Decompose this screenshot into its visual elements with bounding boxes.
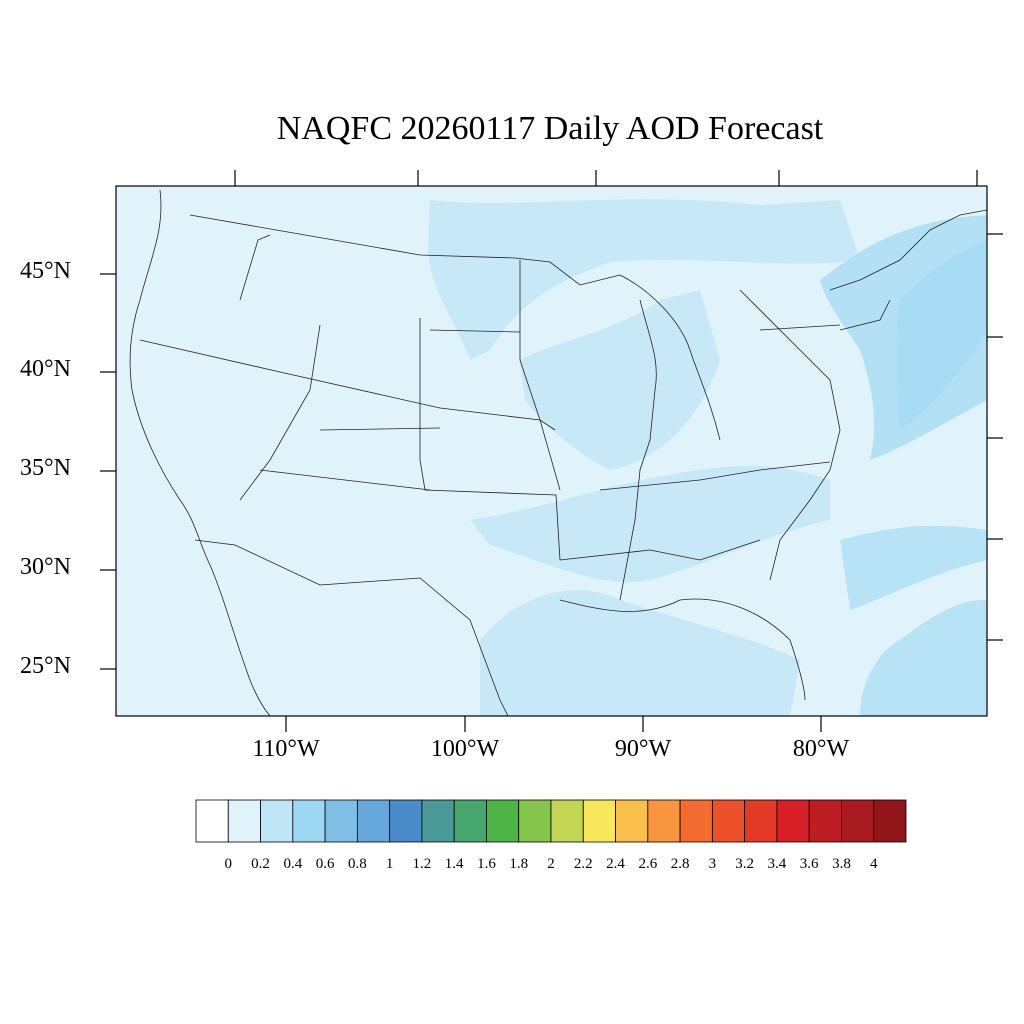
colorbar-swatch-1 (227, 799, 261, 843)
colorbar-swatch-2 (260, 799, 294, 843)
colorbar-label-18: 3.6 (799, 856, 819, 872)
map-title: NAQFC 20260117 Daily AOD Forecast (276, 110, 824, 147)
tick-marks (100, 170, 1003, 732)
lat-label-30: 30°N (20, 554, 71, 580)
coastline-and-borders (129, 189, 987, 716)
colorbar-label-0: 0 (224, 856, 233, 872)
lat-label-45: 45°N (20, 258, 71, 284)
colorbar-label-4: 0.8 (347, 856, 367, 872)
colorbar-label-8: 1.6 (477, 856, 496, 872)
aod-band-northern-plains (428, 199, 860, 360)
colorbar-label-19: 3.8 (832, 856, 851, 872)
aod-band-midwest (520, 290, 720, 470)
colorbar-swatch-11 (550, 799, 584, 843)
colorbar-label-16: 3.2 (735, 856, 754, 872)
colorbar-swatch-0 (195, 799, 229, 843)
colorbar-swatch-13 (615, 799, 649, 843)
colorbar-label-12: 2.4 (606, 856, 625, 872)
colorbar-swatch-19 (808, 799, 842, 843)
lat-label-40: 40°N (20, 356, 71, 382)
colorbar-swatch-3 (292, 799, 326, 843)
colorbar-label-1: 0.2 (251, 856, 270, 872)
colorbar-label-9: 1.8 (509, 856, 529, 872)
colorbar-swatch-4 (324, 799, 358, 843)
colorbar-label-10: 2 (547, 856, 555, 872)
aod-band-gulf (480, 590, 800, 716)
lat-label-25: 25°N (20, 653, 71, 679)
colorbar-swatch-10 (518, 799, 552, 843)
aod-band-east-coast (896, 240, 987, 430)
aod-band-atlantic (840, 525, 987, 716)
colorbar-swatch-16 (711, 799, 746, 843)
colorbar-swatch-15 (679, 799, 713, 843)
lon-label-100w: 100°W (430, 736, 500, 762)
colorbar-label-7: 1.4 (444, 856, 464, 872)
colorbar-swatch-9 (486, 799, 520, 843)
colorbar-swatch-17 (744, 799, 778, 843)
colorbar-label-17: 3.4 (767, 856, 787, 872)
colorbar-label-14: 2.8 (670, 856, 690, 872)
colorbar-label-5: 1 (385, 856, 394, 872)
colorbar-swatch-12 (582, 799, 616, 843)
colorbar-swatch-21 (873, 799, 907, 843)
colorbar-label-6: 1.2 (412, 856, 432, 872)
colorbar (195, 799, 907, 843)
colorbar-swatch-18 (776, 799, 810, 843)
colorbar-swatch-6 (389, 799, 423, 843)
aod-band-southeast (470, 465, 830, 582)
colorbar-label-11: 2.2 (573, 856, 593, 872)
lon-label-80w: 80°W (792, 736, 850, 762)
colorbar-swatch-8 (453, 799, 487, 843)
colorbar-swatch-20 (841, 799, 875, 843)
colorbar-swatch-5 (356, 799, 391, 843)
lat-label-35: 35°N (20, 455, 71, 481)
colorbar-label-20: 4 (869, 856, 878, 872)
colorbar-swatch-14 (647, 799, 681, 843)
colorbar-label-13: 2.6 (638, 856, 658, 872)
colorbar-label-15: 3 (708, 856, 717, 872)
lon-label-110w: 110°W (252, 736, 320, 762)
lon-label-90w: 90°W (614, 736, 672, 762)
colorbar-swatch-7 (421, 799, 455, 843)
colorbar-label-2: 0.4 (283, 856, 303, 872)
map-frame (115, 185, 988, 717)
colorbar-label-3: 0.6 (315, 856, 335, 872)
